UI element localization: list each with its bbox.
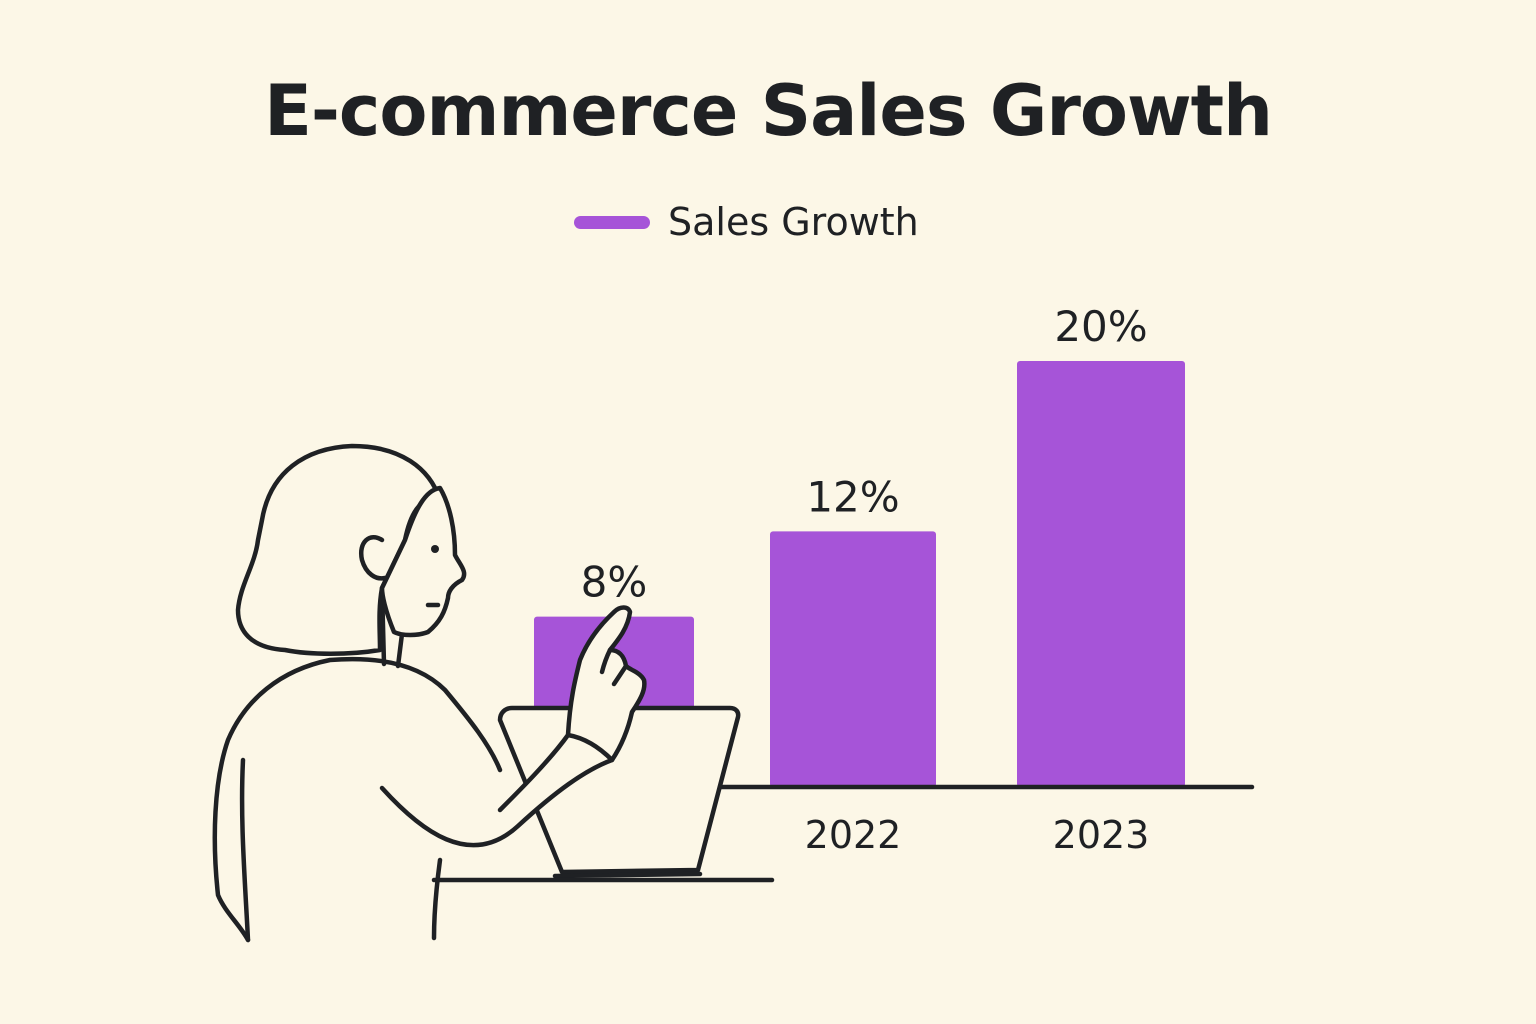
bar-3 <box>1017 361 1185 787</box>
person-hair <box>235 443 443 656</box>
legend-label: Sales Growth <box>668 200 919 244</box>
x-tick-label-2: 2022 <box>805 813 902 857</box>
x-tick-label-3: 2023 <box>1053 813 1150 857</box>
finger-detail-2 <box>611 663 629 687</box>
person-torso-inner <box>239 757 251 943</box>
person-illustration <box>212 443 775 943</box>
finger-detail <box>599 647 613 675</box>
person-torso <box>212 656 503 943</box>
sleeve-cuff <box>565 732 615 763</box>
bar-value-label-1: 8% <box>581 558 648 607</box>
bar-value-label-2: 12% <box>806 472 899 521</box>
labels-layer: 8% 12% 20% <box>581 302 1148 607</box>
person-ear <box>358 534 388 581</box>
chart-title: E-commerce Sales Growth <box>264 70 1273 152</box>
person-face <box>379 485 467 638</box>
bar-2 <box>770 531 936 787</box>
laptop-base <box>552 871 703 879</box>
person-eye <box>431 545 439 553</box>
ticks-layer: 2022 2023 <box>805 813 1150 857</box>
legend-swatch <box>574 215 650 229</box>
person-arm <box>379 605 647 848</box>
person-torso-front <box>431 857 443 941</box>
legend: Sales Growth <box>574 196 919 248</box>
bar-value-label-3: 20% <box>1054 302 1147 351</box>
